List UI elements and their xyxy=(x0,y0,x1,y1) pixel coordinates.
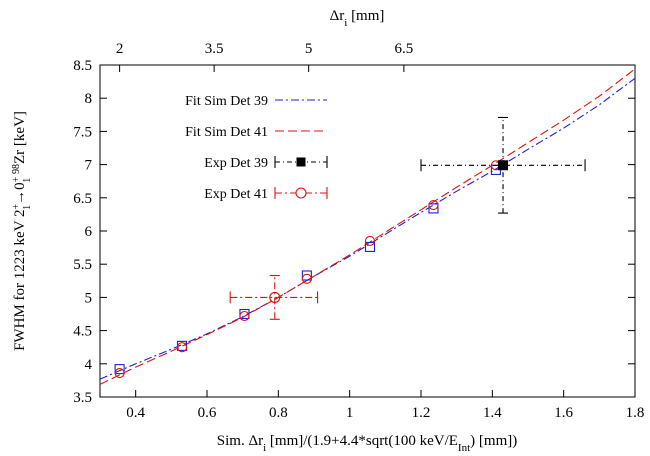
x-tick-label: 1.2 xyxy=(412,405,431,421)
legend-label: Exp Det 41 xyxy=(204,187,268,202)
legend-label: Fit Sim Det 41 xyxy=(185,125,268,140)
x-tick-label: 1.4 xyxy=(483,405,502,421)
top-tick-label: 6.5 xyxy=(395,41,414,57)
data-point-square xyxy=(114,364,125,375)
x-axis-label-top: Δri [mm] xyxy=(330,8,385,29)
y-tick-label: 5.5 xyxy=(73,257,92,273)
x-tick-label: 0.4 xyxy=(126,405,145,421)
data-point-square xyxy=(428,203,439,214)
y-tick-label: 5 xyxy=(85,290,93,306)
legend-label: Exp Det 39 xyxy=(204,156,268,171)
y-tick-label: 8 xyxy=(85,91,93,107)
data-point-square xyxy=(364,241,376,252)
legend-label: Fit Sim Det 39 xyxy=(185,94,268,109)
y-tick-label: 7.5 xyxy=(73,124,92,140)
x-axis-label-bottom: Sim. Δri [mm]/(1.9+4.4*sqrt(100 keV/EInt… xyxy=(217,433,517,454)
y-axis-label: FWHM for 1223 keV 2+1→0+1 98Zr [keV] xyxy=(11,111,33,351)
top-tick-label: 3.5 xyxy=(205,41,224,57)
series-layer xyxy=(99,68,636,385)
y-tick-label: 4 xyxy=(85,357,93,373)
data-point-circle xyxy=(176,342,188,353)
y-tick-label: 7 xyxy=(85,158,93,174)
data-point-square xyxy=(301,270,312,281)
series-line-0 xyxy=(99,77,636,380)
data-point-circle xyxy=(239,310,250,322)
x-tick-label: 1.8 xyxy=(626,405,645,421)
legend-swatch-marker xyxy=(296,157,306,167)
x-tick-label: 0.6 xyxy=(198,405,217,421)
x-tick-label: 0.8 xyxy=(269,405,288,421)
top-tick-label: 2 xyxy=(116,41,124,57)
y-tick-label: 4.5 xyxy=(73,324,92,340)
data-point-circle xyxy=(428,200,439,211)
exp-point-marker xyxy=(498,160,509,171)
exp-point-marker xyxy=(269,291,281,303)
x-tick-label: 1.6 xyxy=(554,405,573,421)
data-point-circle xyxy=(301,273,312,284)
plot-frame xyxy=(99,64,636,398)
series-line-1 xyxy=(99,68,636,385)
y-tick-label: 6.5 xyxy=(73,191,92,207)
y-tick-label: 3.5 xyxy=(73,390,92,406)
y-tick-label: 8.5 xyxy=(73,58,92,74)
y-tick-label: 6 xyxy=(85,224,93,240)
data-point-circle xyxy=(364,235,376,247)
data-point-circle xyxy=(114,368,125,379)
legend: Fit Sim Det 39 Fit Sim Det 41 Exp Det 39 Ex… xyxy=(185,94,328,202)
top-tick-label: 5 xyxy=(305,41,313,57)
ticks-layer: 0.4 0.6 0.8 1 1.2 1.4 1.6 1.8 3.5 4 4.5 5 5.5 6 6.5 7 7.… xyxy=(73,41,644,421)
legend-swatch-marker xyxy=(295,187,307,199)
x-tick-label: 1 xyxy=(346,405,354,421)
